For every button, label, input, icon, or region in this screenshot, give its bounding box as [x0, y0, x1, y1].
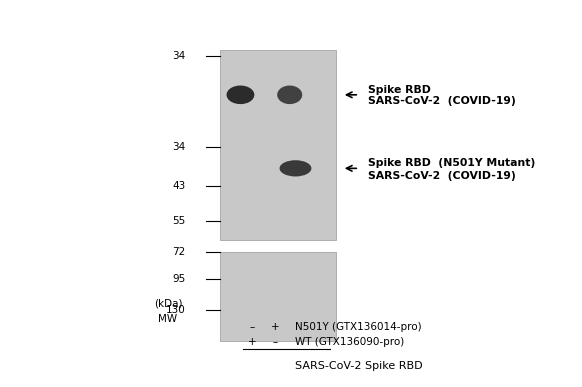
Text: +: +	[271, 322, 279, 332]
Text: MW: MW	[158, 314, 178, 324]
Text: N501Y (GTX136014-pro): N501Y (GTX136014-pro)	[296, 322, 422, 332]
Text: WT (GTX136090-pro): WT (GTX136090-pro)	[296, 337, 404, 348]
Ellipse shape	[279, 160, 311, 176]
Text: 72: 72	[172, 247, 186, 257]
Ellipse shape	[277, 86, 302, 104]
Text: –: –	[272, 337, 278, 348]
Text: SARS-CoV-2 Spike RBD: SARS-CoV-2 Spike RBD	[296, 361, 423, 371]
Ellipse shape	[226, 86, 254, 104]
Text: (kDa): (kDa)	[154, 299, 182, 309]
Text: Spike RBD: Spike RBD	[368, 85, 431, 95]
Text: 34: 34	[172, 51, 186, 61]
Text: 130: 130	[166, 305, 186, 315]
Text: 95: 95	[172, 274, 186, 284]
Text: 34: 34	[172, 142, 186, 152]
Text: SARS-CoV-2  (COVID-19): SARS-CoV-2 (COVID-19)	[368, 96, 516, 106]
Text: +: +	[248, 337, 256, 348]
Text: SARS-CoV-2  (COVID-19): SARS-CoV-2 (COVID-19)	[368, 171, 516, 181]
FancyBboxPatch shape	[220, 252, 336, 341]
FancyBboxPatch shape	[220, 50, 336, 240]
Text: 43: 43	[172, 181, 186, 191]
Text: Spike RBD  (N501Y Mutant): Spike RBD (N501Y Mutant)	[368, 158, 535, 168]
Text: 55: 55	[172, 216, 186, 226]
Text: –: –	[250, 322, 255, 332]
